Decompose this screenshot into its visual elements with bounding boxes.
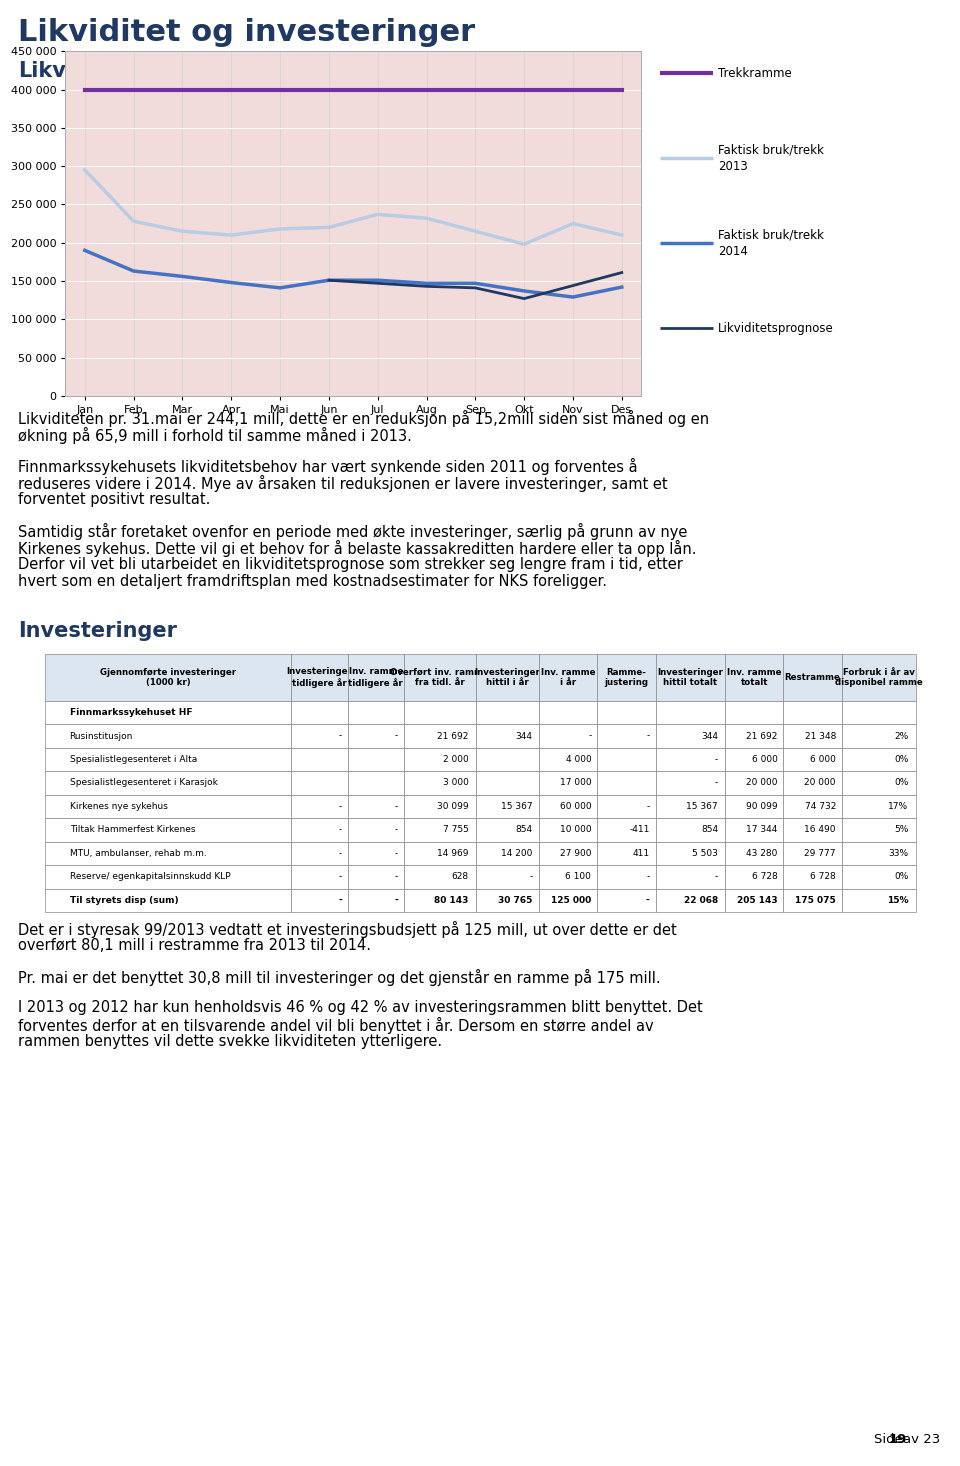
Text: overført 80,1 mill i restramme fra 2013 til 2014.: overført 80,1 mill i restramme fra 2013 … xyxy=(18,938,371,953)
Text: Derfor vil vet bli utarbeidet en likviditetsprognose som strekker seg lengre fra: Derfor vil vet bli utarbeidet en likvidi… xyxy=(18,557,683,572)
Text: Kirkenes sykehus. Dette vil gi et behov for å belaste kassakreditten hardere ell: Kirkenes sykehus. Dette vil gi et behov … xyxy=(18,539,697,557)
Text: hvert som en detaljert framdriftsplan med kostnadsestimater for NKS foreligger.: hvert som en detaljert framdriftsplan me… xyxy=(18,573,607,589)
Text: økning på 65,9 mill i forhold til samme måned i 2013.: økning på 65,9 mill i forhold til samme … xyxy=(18,427,412,444)
Text: Samtidig står foretaket ovenfor en periode med økte investeringer, særlig på gru: Samtidig står foretaket ovenfor en perio… xyxy=(18,523,687,539)
Text: Trekkramme: Trekkramme xyxy=(718,67,792,79)
Text: 19: 19 xyxy=(889,1432,907,1445)
Text: Pr. mai er det benyttet 30,8 mill til investeringer og det gjenstår en ramme på : Pr. mai er det benyttet 30,8 mill til in… xyxy=(18,969,660,985)
Text: Faktisk bruk/trekk
2013: Faktisk bruk/trekk 2013 xyxy=(718,144,824,173)
Text: Side: Side xyxy=(874,1432,907,1445)
Text: rammen benyttes vil dette svekke likviditeten ytterligere.: rammen benyttes vil dette svekke likvidi… xyxy=(18,1034,443,1048)
Text: Likviditetsprognose: Likviditetsprognose xyxy=(718,323,834,334)
Text: av 23: av 23 xyxy=(902,1432,940,1445)
Text: Likviditet og investeringer: Likviditet og investeringer xyxy=(18,18,475,47)
Text: I 2013 og 2012 har kun henholdsvis 46 % og 42 % av investeringsrammen blitt beny: I 2013 og 2012 har kun henholdsvis 46 % … xyxy=(18,1000,703,1014)
Text: forventes derfor at en tilsvarende andel vil bli benyttet i år. Dersom en større: forventes derfor at en tilsvarende andel… xyxy=(18,1017,654,1034)
Text: Finnmarkssykehusets likviditetsbehov har vært synkende siden 2011 og forventes å: Finnmarkssykehusets likviditetsbehov har… xyxy=(18,457,637,475)
Text: Faktisk bruk/trekk
2014: Faktisk bruk/trekk 2014 xyxy=(718,229,824,258)
Text: forventet positivt resultat.: forventet positivt resultat. xyxy=(18,491,210,507)
Text: Det er i styresak 99/2013 vedtatt et investeringsbudsjett på 125 mill, ut over d: Det er i styresak 99/2013 vedtatt et inv… xyxy=(18,921,677,938)
Text: reduseres videre i 2014. Mye av årsaken til reduksjonen er lavere investeringer,: reduseres videre i 2014. Mye av årsaken … xyxy=(18,475,667,491)
Text: Likviditet: Likviditet xyxy=(18,62,130,81)
Text: Investeringer: Investeringer xyxy=(18,620,177,641)
Text: Likviditeten pr. 31.mai er 244,1 mill, dette er en reduksjon på 15,2mill siden s: Likviditeten pr. 31.mai er 244,1 mill, d… xyxy=(18,410,709,427)
